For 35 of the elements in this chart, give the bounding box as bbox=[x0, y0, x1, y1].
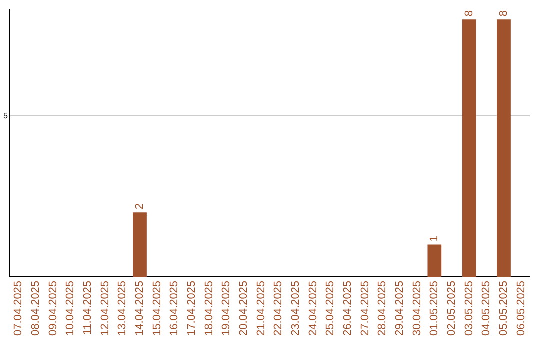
x-tick-label: 06.05.2025 bbox=[515, 280, 528, 336]
data-label: 8 bbox=[498, 10, 510, 17]
data-label: 2 bbox=[134, 203, 146, 210]
x-tick-label: 25.04.2025 bbox=[324, 280, 337, 336]
x-tick-label: 19.04.2025 bbox=[220, 280, 233, 336]
x-tick-label: 11.04.2025 bbox=[82, 280, 94, 336]
data-label: 1 bbox=[428, 236, 441, 242]
x-tick-label: 01.05.2025 bbox=[428, 280, 441, 336]
x-tick-label: 29.04.2025 bbox=[394, 280, 406, 336]
x-tick-label: 13.04.2025 bbox=[116, 280, 129, 336]
x-tick-label: 18.04.2025 bbox=[203, 280, 216, 336]
data-label: 8 bbox=[463, 10, 476, 17]
x-tick-label: 26.04.2025 bbox=[342, 280, 354, 336]
x-tick-label: 20.04.2025 bbox=[238, 280, 250, 336]
y-tick-label: 5 bbox=[4, 111, 9, 120]
x-tick-label: 09.04.2025 bbox=[47, 280, 60, 336]
x-tick-label: 04.05.2025 bbox=[480, 280, 493, 336]
x-tick-label: 27.04.2025 bbox=[359, 280, 372, 336]
x-tick-label: 30.04.2025 bbox=[411, 280, 424, 336]
x-tick-label: 28.04.2025 bbox=[376, 280, 389, 336]
x-tick-label: 17.04.2025 bbox=[186, 280, 198, 336]
x-tick-label: 08.04.2025 bbox=[30, 280, 42, 336]
x-tick-label: 16.04.2025 bbox=[168, 280, 181, 336]
x-tick-label: 03.05.2025 bbox=[463, 280, 476, 336]
x-tick-label: 21.04.2025 bbox=[255, 280, 268, 336]
x-tick-label: 12.04.2025 bbox=[99, 280, 112, 336]
x-tick-label: 05.05.2025 bbox=[498, 280, 510, 336]
x-tick-label: 24.04.2025 bbox=[307, 280, 320, 336]
x-tick-label: 07.04.2025 bbox=[12, 280, 25, 336]
x-tick-label: 02.05.2025 bbox=[446, 280, 458, 336]
x-tick-label: 14.04.2025 bbox=[134, 280, 146, 336]
x-tick-label: 23.04.2025 bbox=[290, 280, 302, 336]
x-tick-label: 15.04.2025 bbox=[151, 280, 164, 336]
x-tick-label: 22.04.2025 bbox=[272, 280, 285, 336]
x-tick-label: 10.04.2025 bbox=[64, 280, 77, 336]
